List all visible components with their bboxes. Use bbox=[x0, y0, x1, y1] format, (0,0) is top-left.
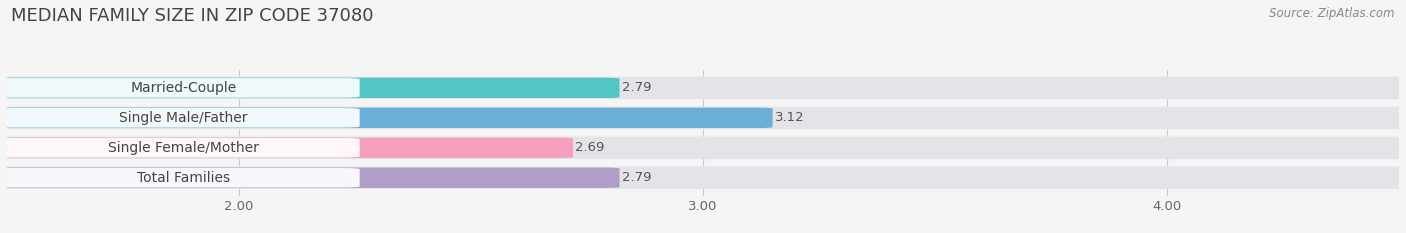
Text: Source: ZipAtlas.com: Source: ZipAtlas.com bbox=[1270, 7, 1395, 20]
Text: Total Families: Total Families bbox=[136, 171, 231, 185]
FancyBboxPatch shape bbox=[0, 168, 620, 188]
Text: MEDIAN FAMILY SIZE IN ZIP CODE 37080: MEDIAN FAMILY SIZE IN ZIP CODE 37080 bbox=[11, 7, 374, 25]
Text: 3.12: 3.12 bbox=[775, 111, 804, 124]
Text: 2.79: 2.79 bbox=[621, 171, 651, 184]
FancyBboxPatch shape bbox=[0, 108, 773, 128]
FancyBboxPatch shape bbox=[0, 168, 360, 188]
FancyBboxPatch shape bbox=[0, 167, 1406, 189]
FancyBboxPatch shape bbox=[0, 107, 1406, 129]
FancyBboxPatch shape bbox=[0, 138, 360, 158]
Text: Married-Couple: Married-Couple bbox=[131, 81, 236, 95]
Text: Single Female/Mother: Single Female/Mother bbox=[108, 141, 259, 155]
FancyBboxPatch shape bbox=[0, 138, 574, 158]
Text: 2.79: 2.79 bbox=[621, 81, 651, 94]
FancyBboxPatch shape bbox=[0, 77, 1406, 99]
Text: Single Male/Father: Single Male/Father bbox=[120, 111, 247, 125]
FancyBboxPatch shape bbox=[0, 78, 360, 98]
Text: 2.69: 2.69 bbox=[575, 141, 605, 154]
FancyBboxPatch shape bbox=[0, 78, 620, 98]
FancyBboxPatch shape bbox=[0, 108, 360, 128]
FancyBboxPatch shape bbox=[0, 137, 1406, 159]
